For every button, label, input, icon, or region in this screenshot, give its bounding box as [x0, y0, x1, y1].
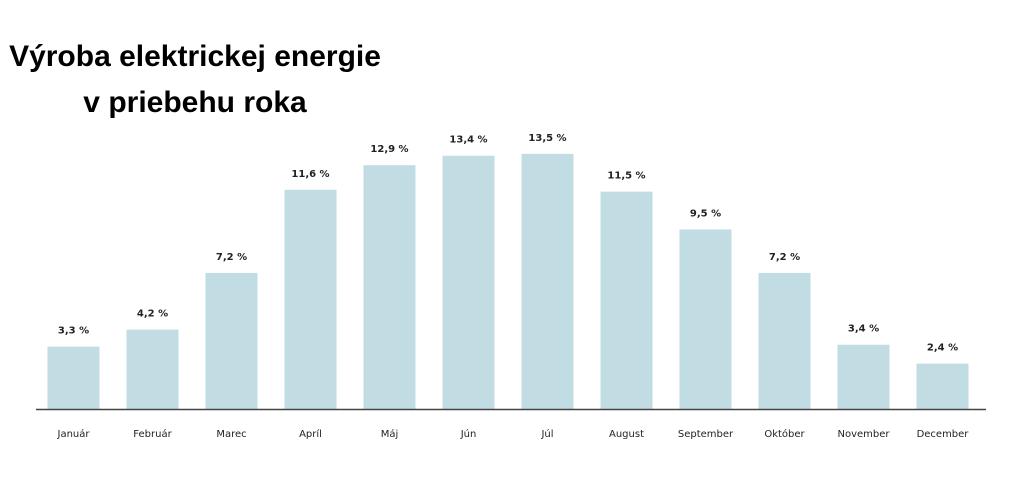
x-tick-label: Október	[764, 428, 805, 440]
x-tick-label: December	[917, 429, 970, 440]
data-label: 7,2 %	[216, 252, 247, 263]
chart-title-line-1: Výroba elektrickej energie	[9, 40, 381, 73]
x-tick-label: Jún	[460, 428, 477, 440]
bar	[47, 346, 100, 409]
bar	[126, 329, 179, 409]
x-tick-label: Apríl	[299, 428, 322, 440]
bar	[284, 189, 337, 409]
bar	[916, 363, 969, 409]
data-label: 3,3 %	[58, 326, 89, 337]
data-label: 12,9 %	[370, 144, 408, 155]
data-label: 13,5 %	[528, 133, 566, 144]
bar	[837, 344, 890, 409]
data-label: 9,5 %	[690, 208, 721, 219]
x-tick-label: November	[837, 429, 890, 440]
bar	[521, 153, 574, 409]
bar	[758, 272, 811, 409]
x-tick-label: Máj	[381, 428, 399, 440]
data-label: 7,2 %	[769, 252, 800, 263]
x-tick-label: September	[678, 429, 734, 440]
bar	[600, 191, 653, 409]
chart-title: Výroba elektrickej energie v priebehu ro…	[0, 34, 390, 126]
bar	[205, 272, 258, 409]
bar	[363, 165, 416, 409]
data-label: 3,4 %	[848, 324, 879, 335]
chart-title-line-2: v priebehu roka	[83, 86, 307, 119]
data-label: 11,5 %	[607, 171, 645, 182]
x-tick-label: Február	[133, 428, 172, 440]
data-label: 13,4 %	[449, 135, 487, 146]
bar	[442, 155, 495, 409]
x-tick-label: August	[609, 429, 644, 440]
x-tick-label: Január	[57, 428, 91, 440]
x-tick-label: Júl	[540, 428, 553, 440]
data-label: 2,4 %	[927, 343, 958, 354]
bar	[679, 229, 732, 409]
data-label: 4,2 %	[137, 309, 168, 320]
x-tick-label: Marec	[216, 429, 246, 440]
data-label: 11,6 %	[291, 169, 329, 180]
